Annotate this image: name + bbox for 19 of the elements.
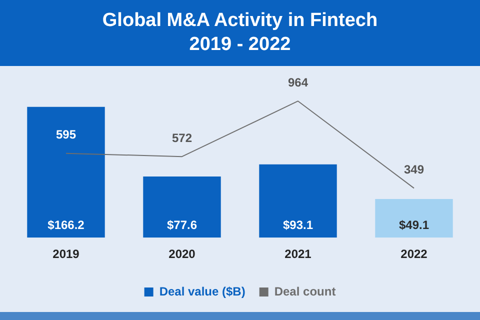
data-label: 349 xyxy=(404,162,424,176)
data-label: $93.1 xyxy=(282,218,314,232)
x-tick-label: 2021 xyxy=(284,247,312,262)
data-label: 595 xyxy=(56,128,76,142)
x-tick-label: 2019 xyxy=(52,247,80,262)
x-tick-label: 2022 xyxy=(400,247,428,262)
x-tick-label: 2020 xyxy=(168,247,196,262)
data-label: $166.2 xyxy=(48,218,85,232)
legend-label: Deal value ($B) xyxy=(159,284,246,298)
legend-label: Deal count xyxy=(274,284,336,298)
data-label: 572 xyxy=(172,130,192,145)
data-label: $49.1 xyxy=(398,218,430,232)
bar xyxy=(27,106,105,238)
chart-title: Global M&A Activity in Fintech 2019 - 2022 xyxy=(0,0,480,66)
bar xyxy=(375,198,453,238)
bar xyxy=(259,164,337,238)
bar xyxy=(143,176,221,238)
data-label: 964 xyxy=(288,75,308,90)
data-label: $77.6 xyxy=(166,218,198,232)
